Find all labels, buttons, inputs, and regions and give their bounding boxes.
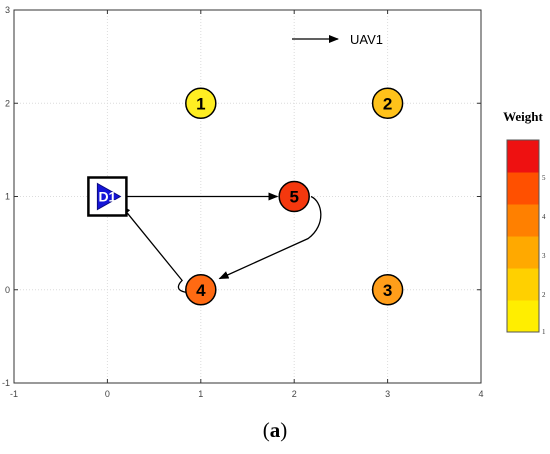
y-tick-label: 3 [5, 5, 10, 15]
route-segment-5-to-4 [218, 195, 322, 280]
target-node-2 [371, 87, 404, 119]
colorbar-tick-label: 5 [542, 174, 546, 182]
colorbar-band [507, 172, 539, 205]
colorbar-tick-label: 2 [542, 291, 546, 299]
colorbar-frame [506, 139, 540, 333]
target-label-2: 2 [383, 94, 392, 113]
x-tick-label: 4 [478, 389, 483, 399]
colorbar-band [507, 236, 539, 269]
y-tick-label: 0 [5, 285, 10, 295]
legend-label: UAV1 [350, 32, 383, 47]
colorbar-band [507, 300, 539, 333]
target-node-1 [185, 87, 217, 119]
caption-letter: a [269, 418, 281, 442]
weight-colorbar: 1 2 3 4 5 Weight [503, 109, 546, 336]
y-tick-label: 1 [5, 192, 10, 202]
target-node-4 [185, 274, 217, 306]
colorbar-band [507, 140, 539, 173]
target-label-4: 4 [196, 281, 206, 300]
target-label-3: 3 [383, 281, 392, 300]
colorbar-band [507, 204, 539, 237]
x-tick-label: -1 [10, 389, 18, 399]
colorbar-tick-label: 4 [542, 213, 546, 221]
y-tick-label: 2 [5, 98, 10, 108]
target-label-5: 5 [289, 188, 298, 207]
nodes: 1 2 3 4 5 D1 [87, 87, 404, 306]
caption-open: ( [262, 418, 270, 442]
x-tick-label: 2 [292, 389, 297, 399]
figure-caption: (a) [0, 418, 550, 443]
target-node-3 [371, 274, 404, 306]
colorbar-title: Weight [503, 109, 543, 124]
x-tick-label: 3 [385, 389, 390, 399]
target-label-1: 1 [196, 94, 205, 113]
y-tick-label: -1 [2, 378, 10, 388]
colorbar-band [507, 268, 539, 301]
x-tick-label: 1 [198, 389, 203, 399]
colorbar-tick-label: 1 [542, 328, 546, 336]
axis-ticks: -1 0 1 2 3 4 -1 0 1 2 3 [2, 5, 484, 399]
legend: UAV1 [292, 32, 383, 47]
colorbar-tick-label: 3 [542, 252, 546, 260]
x-tick-label: 0 [105, 389, 110, 399]
uav-triangle-icon [96, 182, 122, 211]
caption-close: ) [280, 418, 288, 442]
target-node-5 [278, 180, 310, 213]
depot-label: D1 [98, 189, 116, 205]
